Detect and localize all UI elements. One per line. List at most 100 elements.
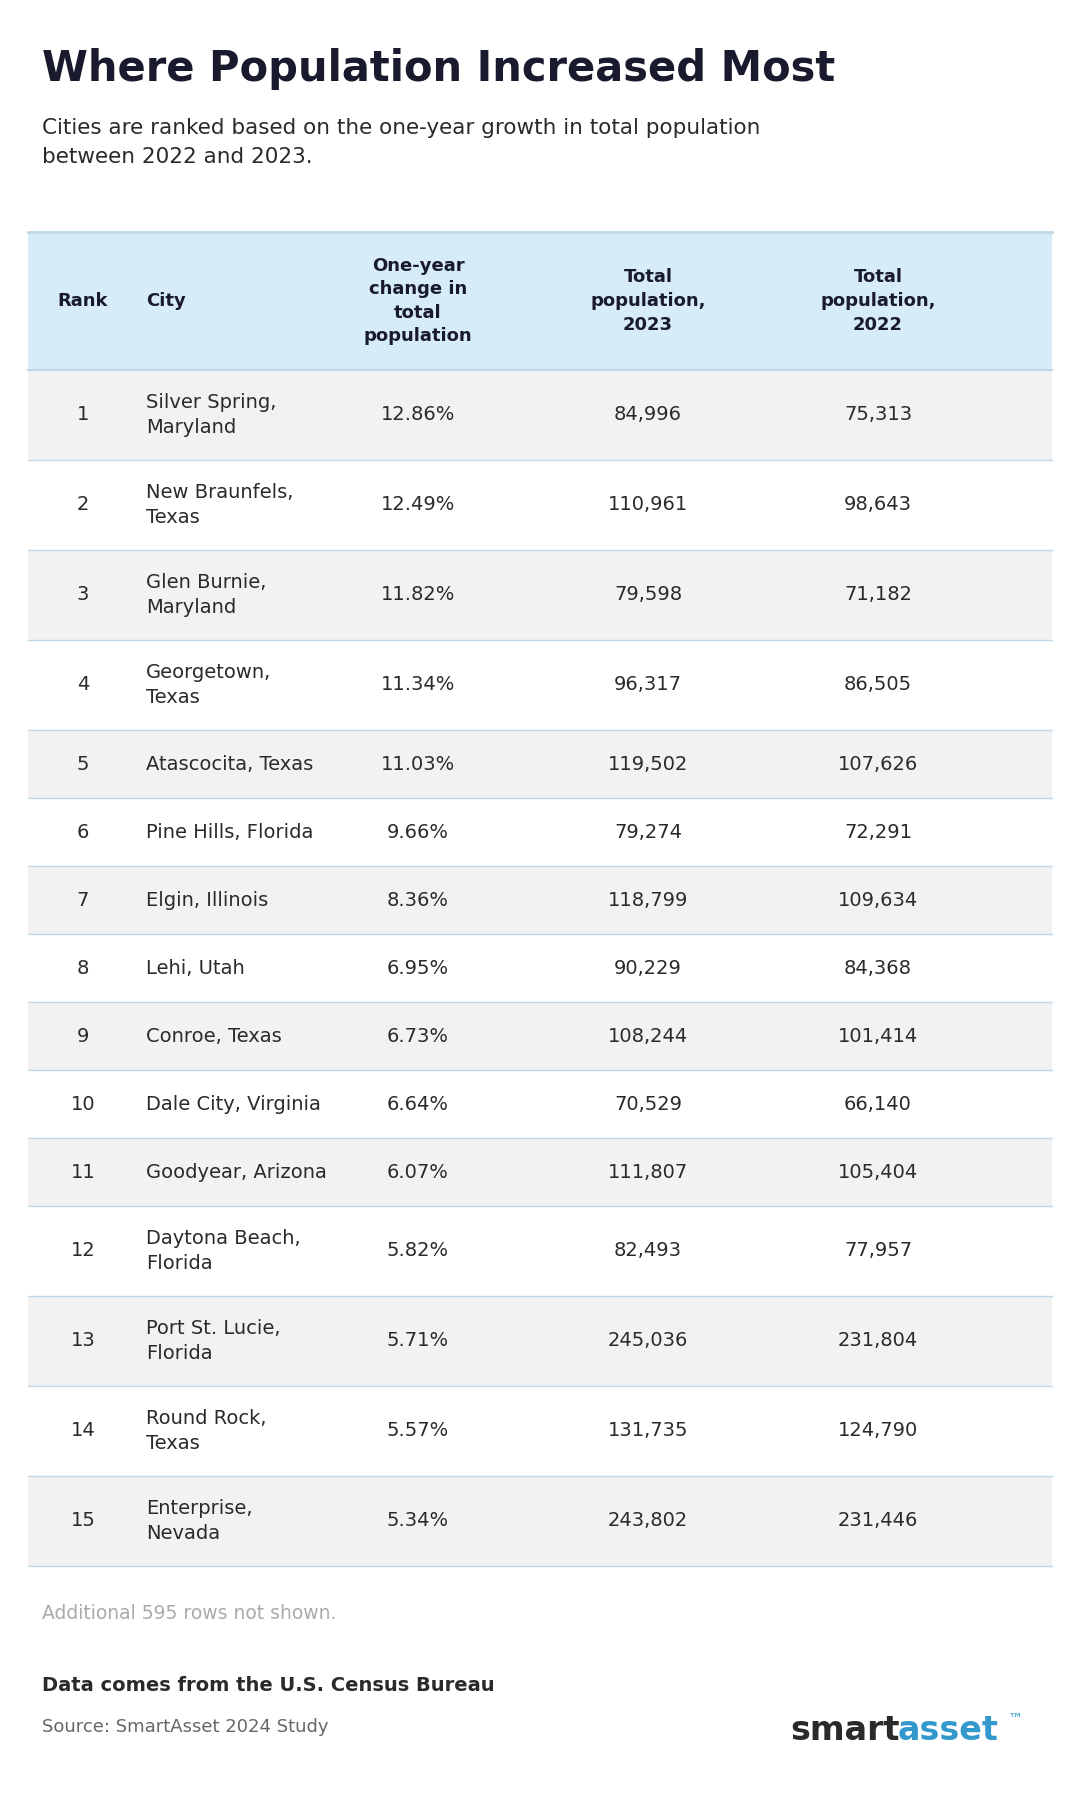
Text: 96,317: 96,317 (615, 676, 681, 694)
Text: 124,790: 124,790 (838, 1422, 918, 1440)
Text: Dale City, Virginia: Dale City, Virginia (146, 1094, 321, 1114)
Text: 6: 6 (77, 822, 90, 842)
Bar (28, 640, 1052, 730)
Bar (28, 1476, 1052, 1566)
Bar (28, 232, 1052, 369)
Text: 8.36%: 8.36% (387, 890, 449, 910)
Text: 15: 15 (70, 1512, 95, 1530)
Text: 77,957: 77,957 (843, 1242, 913, 1261)
Text: 9.66%: 9.66% (387, 822, 449, 842)
Text: 71,182: 71,182 (843, 586, 912, 604)
Text: 1: 1 (77, 405, 90, 425)
Text: Goodyear, Arizona: Goodyear, Arizona (146, 1162, 327, 1182)
Text: Enterprise,
Nevada: Enterprise, Nevada (146, 1499, 253, 1543)
Text: 4: 4 (77, 676, 90, 694)
Bar (28, 933, 1052, 1002)
Text: Total
population,
2022: Total population, 2022 (820, 268, 935, 333)
Text: 118,799: 118,799 (608, 890, 688, 910)
Text: 10: 10 (70, 1094, 95, 1114)
Text: 84,996: 84,996 (615, 405, 681, 425)
Text: Source: SmartAsset 2024 Study: Source: SmartAsset 2024 Study (42, 1717, 328, 1735)
Text: Pine Hills, Florida: Pine Hills, Florida (146, 822, 313, 842)
Text: 72,291: 72,291 (843, 822, 912, 842)
Text: Georgetown,
Texas: Georgetown, Texas (146, 663, 271, 706)
Text: 66,140: 66,140 (845, 1094, 912, 1114)
Bar (28, 730, 1052, 798)
Text: ™: ™ (1008, 1712, 1023, 1726)
Text: Elgin, Illinois: Elgin, Illinois (146, 890, 268, 910)
Text: 5.71%: 5.71% (387, 1332, 449, 1350)
Text: 11: 11 (70, 1162, 95, 1182)
Text: 6.64%: 6.64% (387, 1094, 449, 1114)
Text: 11.03%: 11.03% (381, 755, 455, 773)
Text: 8: 8 (77, 959, 90, 977)
Text: Daytona Beach,
Florida: Daytona Beach, Florida (146, 1229, 300, 1272)
Text: Total
population,
2023: Total population, 2023 (591, 268, 705, 333)
Text: Conroe, Texas: Conroe, Texas (146, 1027, 282, 1045)
Text: 5.57%: 5.57% (387, 1422, 449, 1440)
Text: 82,493: 82,493 (615, 1242, 681, 1261)
Text: asset: asset (897, 1714, 999, 1746)
Text: 2: 2 (77, 496, 90, 515)
Bar (28, 1206, 1052, 1296)
Text: 79,598: 79,598 (613, 586, 683, 604)
Text: 108,244: 108,244 (608, 1027, 688, 1045)
Bar (28, 1070, 1052, 1139)
Text: 79,274: 79,274 (615, 822, 681, 842)
Text: 6.73%: 6.73% (387, 1027, 449, 1045)
Bar (28, 1386, 1052, 1476)
Text: 105,404: 105,404 (838, 1162, 918, 1182)
Bar (28, 798, 1052, 867)
Text: 231,446: 231,446 (838, 1512, 918, 1530)
Text: 70,529: 70,529 (615, 1094, 681, 1114)
Bar (28, 369, 1052, 460)
Text: 231,804: 231,804 (838, 1332, 918, 1350)
Text: Port St. Lucie,
Florida: Port St. Lucie, Florida (146, 1319, 281, 1362)
Text: 3: 3 (77, 586, 90, 604)
Text: 12: 12 (70, 1242, 95, 1261)
Text: 75,313: 75,313 (843, 405, 913, 425)
Text: Lehi, Utah: Lehi, Utah (146, 959, 245, 977)
Text: 101,414: 101,414 (838, 1027, 918, 1045)
Text: 11.82%: 11.82% (381, 586, 455, 604)
Text: 5: 5 (77, 755, 90, 773)
Text: City: City (146, 292, 186, 310)
Text: Round Rock,
Texas: Round Rock, Texas (146, 1409, 267, 1452)
Text: 14: 14 (70, 1422, 95, 1440)
Text: Data comes from the U.S. Census Bureau: Data comes from the U.S. Census Bureau (42, 1676, 495, 1696)
Text: 109,634: 109,634 (838, 890, 918, 910)
Text: 5.82%: 5.82% (387, 1242, 449, 1261)
Text: 86,505: 86,505 (843, 676, 913, 694)
Text: 245,036: 245,036 (608, 1332, 688, 1350)
Text: Additional 595 rows not shown.: Additional 595 rows not shown. (42, 1604, 336, 1624)
Bar (28, 460, 1052, 550)
Text: 12.49%: 12.49% (381, 496, 455, 515)
Bar (28, 1139, 1052, 1206)
Text: Where Population Increased Most: Where Population Increased Most (42, 49, 835, 90)
Text: 110,961: 110,961 (608, 496, 688, 515)
Text: 131,735: 131,735 (608, 1422, 688, 1440)
Text: 6.07%: 6.07% (387, 1162, 449, 1182)
Text: 84,368: 84,368 (843, 959, 912, 977)
Bar (28, 1296, 1052, 1386)
Text: smart: smart (789, 1714, 900, 1746)
Text: 5.34%: 5.34% (387, 1512, 449, 1530)
Bar (28, 867, 1052, 933)
Bar (28, 550, 1052, 640)
Text: Glen Burnie,
Maryland: Glen Burnie, Maryland (146, 573, 267, 616)
Text: 119,502: 119,502 (608, 755, 688, 773)
Text: 9: 9 (77, 1027, 90, 1045)
Text: Atascocita, Texas: Atascocita, Texas (146, 755, 313, 773)
Text: 6.95%: 6.95% (387, 959, 449, 977)
Text: 111,807: 111,807 (608, 1162, 688, 1182)
Text: 12.86%: 12.86% (381, 405, 455, 425)
Text: 7: 7 (77, 890, 90, 910)
Text: 243,802: 243,802 (608, 1512, 688, 1530)
Text: Cities are ranked based on the one-year growth in total population
between 2022 : Cities are ranked based on the one-year … (42, 117, 760, 168)
Text: One-year
change in
total
population: One-year change in total population (364, 256, 472, 346)
Text: 107,626: 107,626 (838, 755, 918, 773)
Text: New Braunfels,
Texas: New Braunfels, Texas (146, 483, 294, 526)
Text: 11.34%: 11.34% (381, 676, 455, 694)
Text: Rank: Rank (57, 292, 108, 310)
Text: 13: 13 (70, 1332, 95, 1350)
